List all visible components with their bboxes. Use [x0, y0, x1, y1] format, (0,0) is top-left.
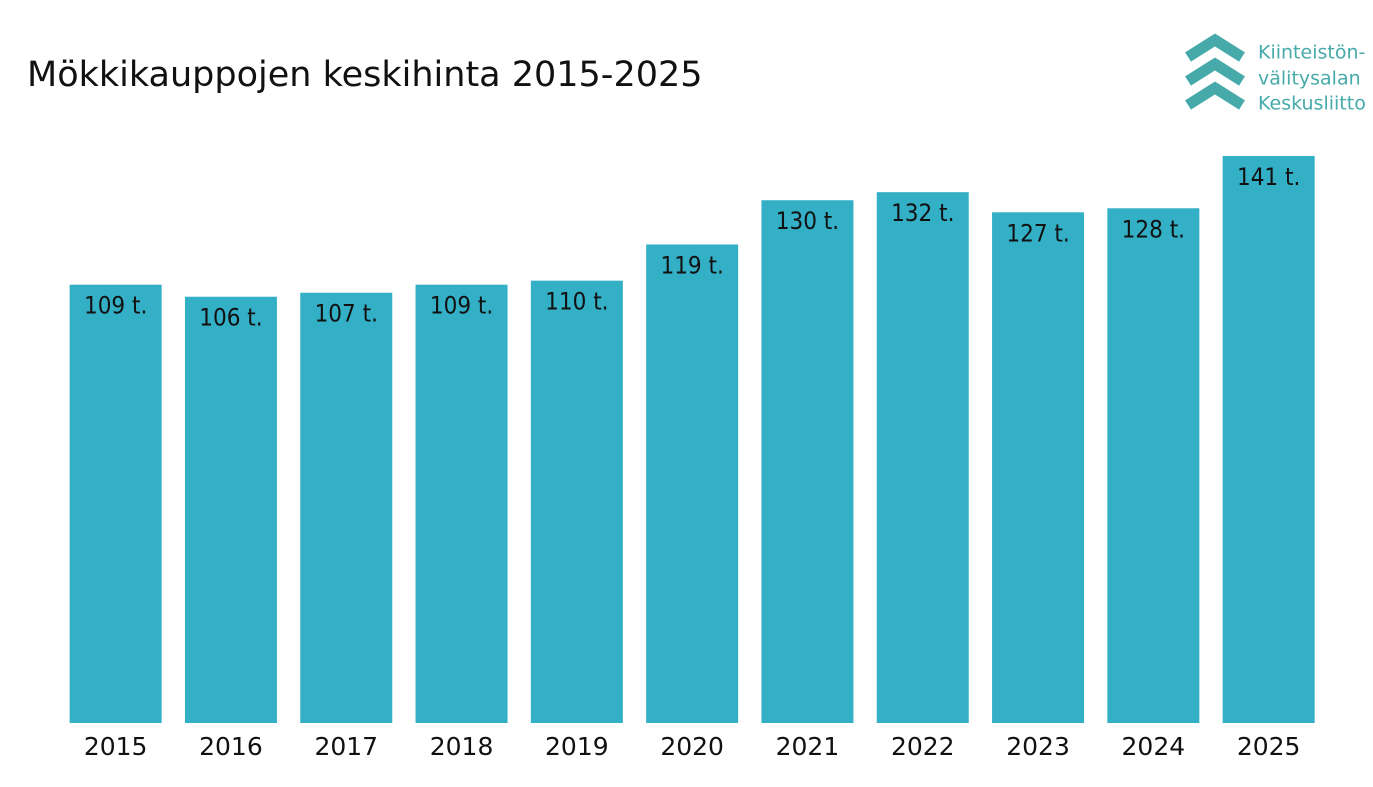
x-tick-label: 2024: [1122, 732, 1186, 761]
x-tick-label: 2019: [545, 732, 609, 761]
bar: [761, 200, 854, 724]
chart-title: Mökkikauppojen keskihinta 2015-2025: [27, 55, 703, 95]
value-label: 110 t.: [545, 288, 608, 316]
logo-chevron: [1185, 57, 1245, 86]
x-tick-label: 2023: [1006, 732, 1070, 761]
x-tick-label: 2020: [660, 732, 724, 761]
value-label: 107 t.: [315, 300, 378, 328]
value-label: 109 t.: [430, 292, 493, 320]
value-label: 109 t.: [84, 292, 147, 320]
value-label: 130 t.: [776, 207, 839, 235]
x-tick-label: 2016: [199, 732, 263, 761]
x-tick-label: 2017: [314, 732, 378, 761]
bar: [69, 284, 162, 723]
logo-chevron: [1185, 81, 1245, 110]
value-label: 106 t.: [199, 304, 262, 332]
bar: [646, 244, 739, 723]
bar: [530, 280, 623, 723]
x-tick-label: 2018: [430, 732, 494, 761]
bar: [300, 292, 393, 723]
bar: [1107, 208, 1200, 723]
value-label: 141 t.: [1237, 163, 1300, 191]
logo: [1185, 33, 1245, 110]
bar: [992, 212, 1085, 724]
bar: [876, 192, 969, 724]
value-label: 132 t.: [891, 199, 954, 227]
value-label: 119 t.: [660, 251, 723, 279]
x-tick-label: 2022: [891, 732, 955, 761]
value-label: 127 t.: [1006, 219, 1069, 247]
x-tick-label: 2025: [1237, 732, 1301, 761]
logo-text: Kiinteistön-: [1258, 42, 1365, 64]
logo-text: välitysalan: [1258, 68, 1361, 90]
value-label: 128 t.: [1122, 215, 1185, 243]
bar: [415, 284, 508, 723]
logo-chevron: [1185, 33, 1245, 62]
logo-text: Keskusliitto: [1258, 93, 1366, 115]
bar: [184, 296, 277, 723]
bar: [1222, 156, 1315, 723]
x-tick-label: 2021: [776, 732, 840, 761]
x-tick-label: 2015: [84, 732, 148, 761]
